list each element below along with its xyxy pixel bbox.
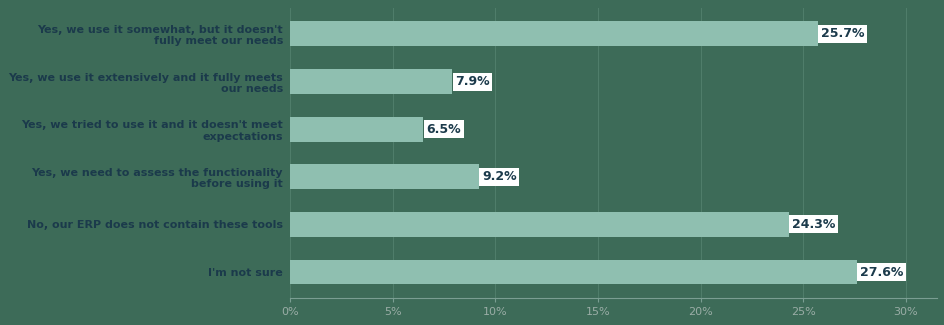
Text: 7.9%: 7.9%	[455, 75, 489, 88]
Text: 25.7%: 25.7%	[819, 27, 863, 40]
Text: 6.5%: 6.5%	[426, 123, 461, 136]
Text: 24.3%: 24.3%	[791, 218, 834, 231]
Bar	[290, 260, 855, 284]
Text: 27.6%: 27.6%	[859, 266, 902, 279]
Text: 9.2%: 9.2%	[481, 170, 516, 183]
Bar	[290, 164, 479, 189]
Bar	[290, 212, 788, 237]
Bar	[290, 117, 423, 142]
Bar	[290, 69, 452, 94]
Bar	[290, 21, 817, 46]
